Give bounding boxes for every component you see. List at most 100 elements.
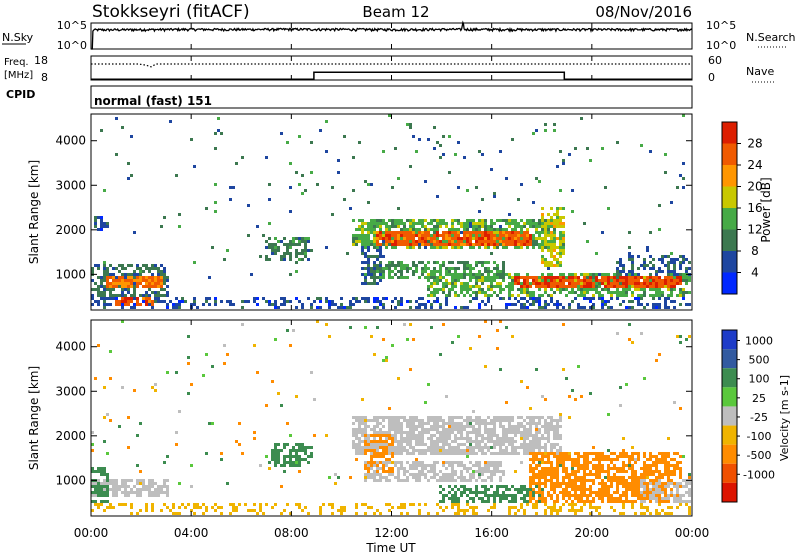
power-cell bbox=[553, 213, 556, 216]
velocity-cell bbox=[487, 416, 490, 419]
velocity-cell bbox=[679, 482, 682, 485]
velocity-cell bbox=[598, 506, 601, 509]
velocity-cell bbox=[328, 335, 331, 338]
power-cell bbox=[580, 285, 583, 288]
velocity-cell bbox=[451, 470, 454, 473]
velocity-cell bbox=[361, 440, 364, 443]
velocity-cell bbox=[616, 479, 619, 482]
velocity-cell bbox=[613, 476, 616, 479]
power-cell bbox=[604, 282, 607, 285]
velocity-cell bbox=[613, 497, 616, 500]
velocity-cell bbox=[532, 506, 535, 509]
velocity-cell bbox=[592, 467, 595, 470]
power-cell bbox=[640, 282, 643, 285]
velocity-cell bbox=[511, 449, 514, 452]
power-cell bbox=[631, 276, 634, 279]
velocity-cell bbox=[571, 461, 574, 464]
velocity-cell bbox=[451, 494, 454, 497]
velocity-cell bbox=[394, 425, 397, 428]
power-cell bbox=[469, 243, 472, 246]
power-cell bbox=[517, 198, 520, 201]
velocity-cell bbox=[586, 461, 589, 464]
velocity-cell bbox=[556, 431, 559, 434]
velocity-cell bbox=[319, 512, 322, 515]
power-cell bbox=[577, 294, 580, 297]
velocity-cell bbox=[412, 449, 415, 452]
velocity-cell bbox=[598, 458, 601, 461]
power-cell bbox=[583, 279, 586, 282]
power-cell bbox=[145, 276, 148, 279]
power-cell bbox=[382, 255, 385, 258]
velocity-cell bbox=[526, 443, 529, 446]
velocity-cell bbox=[433, 461, 436, 464]
velocity-cell bbox=[418, 440, 421, 443]
power-cell bbox=[364, 261, 367, 264]
power-cell bbox=[406, 228, 409, 231]
velocity-cell bbox=[364, 446, 367, 449]
power-cell bbox=[403, 225, 406, 228]
velocity-cell bbox=[442, 464, 445, 467]
power-cell bbox=[169, 300, 172, 303]
power-cell bbox=[115, 297, 118, 300]
power-cell bbox=[454, 267, 457, 270]
power-cell bbox=[382, 306, 385, 309]
power-cell bbox=[487, 234, 490, 237]
velocity-cell bbox=[370, 473, 373, 476]
power-cell bbox=[607, 300, 610, 303]
velocity-cell bbox=[118, 425, 121, 428]
power-cell bbox=[457, 267, 460, 270]
power-cell bbox=[124, 303, 127, 306]
velocity-cell bbox=[496, 488, 499, 491]
velocity-cell bbox=[154, 383, 157, 386]
velocity-cell bbox=[304, 446, 307, 449]
power-cell bbox=[382, 237, 385, 240]
velocity-cell bbox=[469, 419, 472, 422]
velocity-cell bbox=[379, 416, 382, 419]
velocity-cell bbox=[586, 455, 589, 458]
nave-right-tick-top: 60 bbox=[708, 54, 722, 67]
power-cell bbox=[679, 291, 682, 294]
velocity-cell bbox=[364, 479, 367, 482]
power-cell bbox=[364, 246, 367, 249]
velocity-cell bbox=[598, 467, 601, 470]
power-cell bbox=[676, 276, 679, 279]
velocity-cell bbox=[541, 455, 544, 458]
velocity-cell bbox=[388, 422, 391, 425]
velocity-cell bbox=[139, 494, 142, 497]
velocity-cell bbox=[634, 470, 637, 473]
power-cell bbox=[163, 294, 166, 297]
velocity-cell bbox=[151, 485, 154, 488]
velocity-cell bbox=[418, 443, 421, 446]
velocity-cell bbox=[358, 416, 361, 419]
power-cell bbox=[442, 261, 445, 264]
velocity-cell bbox=[274, 338, 277, 341]
velocity-cell bbox=[505, 428, 508, 431]
power-cell bbox=[502, 246, 505, 249]
power-cell bbox=[412, 231, 415, 234]
power-cell bbox=[214, 147, 217, 150]
velocity-cell bbox=[499, 470, 502, 473]
power-cell bbox=[481, 276, 484, 279]
velocity-cell bbox=[436, 440, 439, 443]
power-cell bbox=[433, 225, 436, 228]
power-cell bbox=[109, 303, 112, 306]
power-cell bbox=[595, 273, 598, 276]
power-cell bbox=[631, 282, 634, 285]
power-cell bbox=[439, 267, 442, 270]
power-cell bbox=[610, 297, 613, 300]
velocity-cell bbox=[151, 386, 154, 389]
velocity-cell bbox=[484, 428, 487, 431]
power-cell bbox=[427, 138, 430, 141]
power-cell bbox=[673, 282, 676, 285]
velocity-cell bbox=[607, 479, 610, 482]
velocity-cell bbox=[628, 464, 631, 467]
power-cell bbox=[160, 225, 163, 228]
power-cell bbox=[409, 219, 412, 222]
velocity-cell bbox=[265, 455, 268, 458]
power-cell bbox=[535, 279, 538, 282]
power-cell bbox=[535, 225, 538, 228]
velocity-cell bbox=[544, 428, 547, 431]
power-cell bbox=[289, 258, 292, 261]
power-cell bbox=[523, 279, 526, 282]
velocity-cell bbox=[400, 452, 403, 455]
